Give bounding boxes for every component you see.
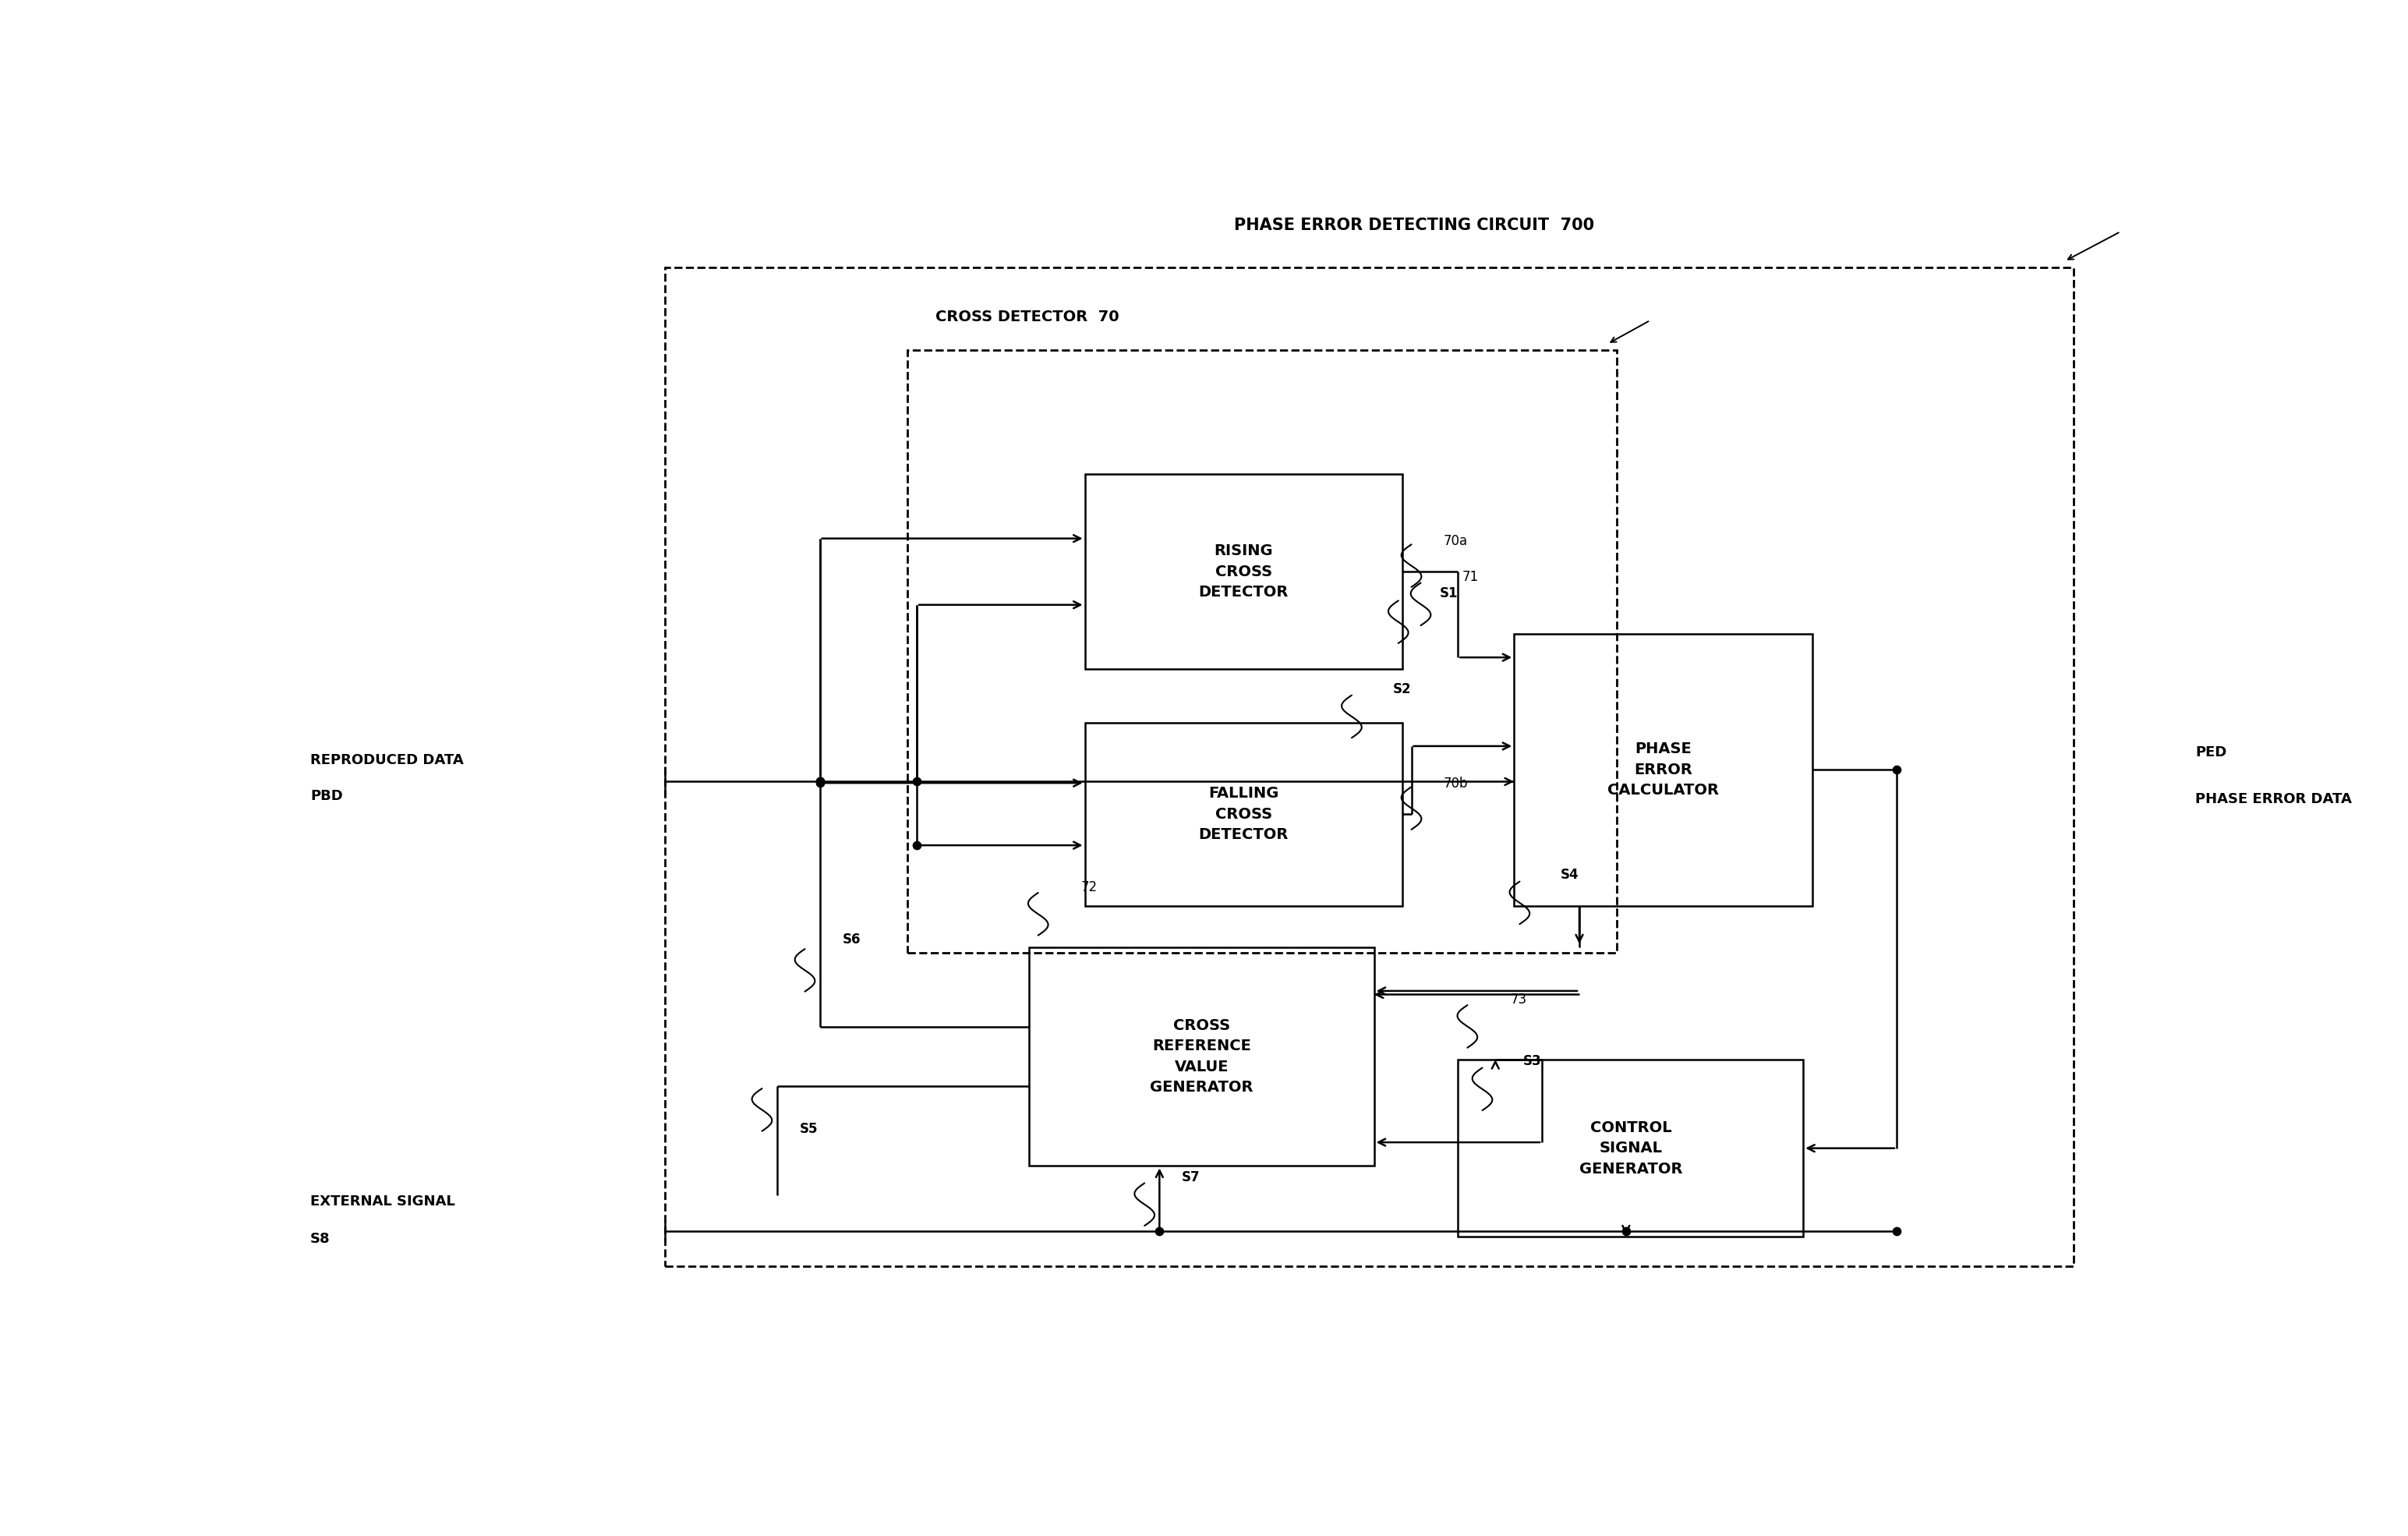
Text: PBD: PBD xyxy=(311,790,342,803)
Text: 70a: 70a xyxy=(1442,535,1466,548)
Point xyxy=(898,770,937,794)
Text: S7: S7 xyxy=(1182,1170,1199,1184)
Text: 71: 71 xyxy=(1462,570,1479,584)
Text: EXTERNAL SIGNAL: EXTERNAL SIGNAL xyxy=(311,1195,455,1209)
Point xyxy=(1878,1218,1917,1243)
Text: 72: 72 xyxy=(1081,880,1098,894)
Point xyxy=(1878,757,1917,782)
Text: S2: S2 xyxy=(1392,682,1411,696)
Text: PED: PED xyxy=(2196,745,2227,759)
Text: RISING
CROSS
DETECTOR: RISING CROSS DETECTOR xyxy=(1199,544,1288,599)
Point xyxy=(1606,1218,1645,1243)
Point xyxy=(799,770,838,794)
Text: S8: S8 xyxy=(311,1232,330,1246)
Point xyxy=(1141,1218,1180,1243)
Text: REPRODUCED DATA: REPRODUCED DATA xyxy=(311,753,465,768)
Point xyxy=(799,771,838,796)
Text: PHASE ERROR DATA: PHASE ERROR DATA xyxy=(2196,793,2353,806)
Text: S3: S3 xyxy=(1524,1054,1541,1068)
Text: PHASE
ERROR
CALCULATOR: PHASE ERROR CALCULATOR xyxy=(1609,742,1719,797)
Bar xyxy=(908,350,1616,952)
Bar xyxy=(1028,948,1375,1166)
Bar xyxy=(1084,475,1401,670)
Bar xyxy=(1459,1060,1804,1236)
Text: CROSS
REFERENCE
VALUE
GENERATOR: CROSS REFERENCE VALUE GENERATOR xyxy=(1149,1018,1252,1095)
Bar xyxy=(1515,634,1813,906)
Text: S6: S6 xyxy=(843,932,860,946)
Text: CROSS DETECTOR  70: CROSS DETECTOR 70 xyxy=(937,309,1120,324)
Text: S1: S1 xyxy=(1440,587,1457,601)
Text: CONTROL
SIGNAL
GENERATOR: CONTROL SIGNAL GENERATOR xyxy=(1580,1120,1683,1177)
Point xyxy=(898,833,937,857)
Bar xyxy=(665,267,2073,1267)
Text: 70b: 70b xyxy=(1442,776,1466,791)
Text: FALLING
CROSS
DETECTOR: FALLING CROSS DETECTOR xyxy=(1199,786,1288,842)
Text: S4: S4 xyxy=(1560,868,1580,882)
Text: 73: 73 xyxy=(1510,992,1527,1006)
Text: PHASE ERROR DETECTING CIRCUIT  700: PHASE ERROR DETECTING CIRCUIT 700 xyxy=(1233,218,1594,233)
Text: S5: S5 xyxy=(799,1121,819,1135)
Bar xyxy=(1084,722,1401,906)
Point xyxy=(799,770,838,794)
